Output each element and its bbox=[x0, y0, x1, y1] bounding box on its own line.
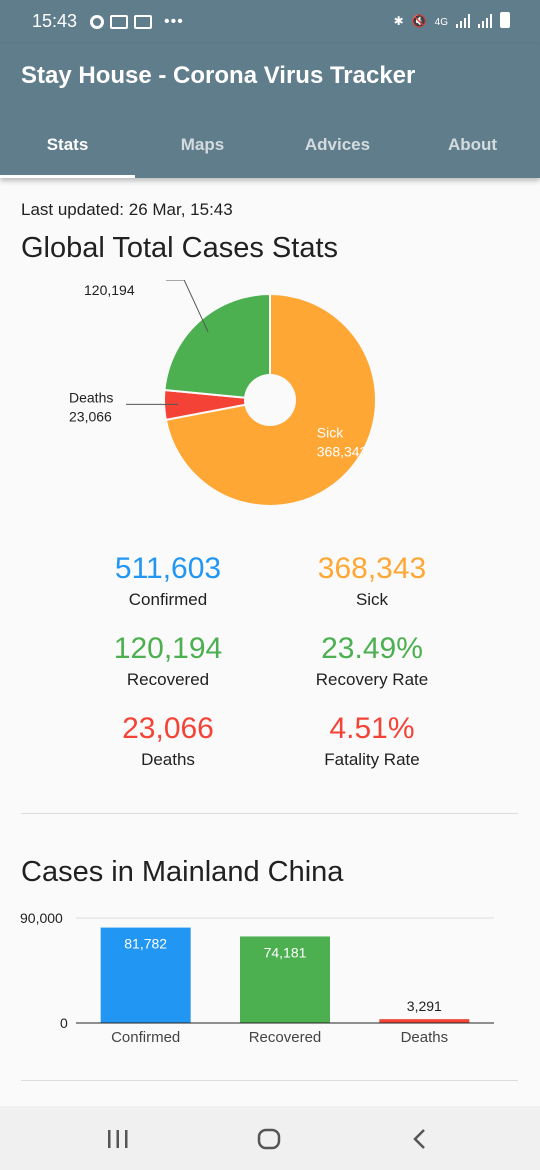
pie-value-deaths: 23,066 bbox=[69, 408, 112, 424]
status-bar: 15:43 ••• ✱ 🔇 4G bbox=[0, 0, 540, 44]
bar-category-recovered: Recovered bbox=[249, 1029, 322, 1046]
stat-confirmed-label: Confirmed bbox=[128, 590, 208, 609]
bar-category-deaths: Deaths bbox=[401, 1029, 449, 1046]
stat-recovery-rate-label: Recovery Rate bbox=[315, 670, 429, 689]
bluetooth-icon: ✱ bbox=[393, 14, 404, 28]
record-icon bbox=[90, 15, 104, 29]
stat-sick: 368,343 Sick bbox=[262, 552, 482, 610]
system-nav-bar bbox=[0, 1106, 540, 1170]
home-button[interactable] bbox=[249, 1124, 289, 1154]
back-button[interactable] bbox=[400, 1124, 440, 1154]
global-heading: Global Total Cases Stats bbox=[21, 232, 339, 264]
network-type: 4G bbox=[434, 17, 448, 28]
stat-deaths-value: 23,066 bbox=[122, 712, 214, 745]
battery-icon bbox=[500, 12, 510, 28]
bar-category-confirmed: Confirmed bbox=[111, 1029, 180, 1046]
bar-deaths[interactable] bbox=[379, 1019, 470, 1023]
mute-icon: 🔇 bbox=[411, 14, 427, 28]
bar-value-recovered: 74,181 bbox=[264, 944, 307, 960]
stat-recovered-value: 120,194 bbox=[113, 632, 223, 665]
pie-leader-recovered bbox=[166, 279, 209, 333]
stat-fatality-rate: 4.51% Fatality Rate bbox=[262, 712, 482, 770]
stat-recovery-rate: 23.49% Recovery Rate bbox=[262, 632, 482, 690]
y-tick-max: 90,000 bbox=[20, 910, 63, 926]
china-bar-chart: 90,000 0 81,782 Confirmed 74,181 Recovered 3,2… bbox=[0, 900, 540, 1060]
stat-confirmed-value: 511,603 bbox=[114, 552, 222, 585]
voicemail-icon bbox=[110, 15, 128, 29]
signal-icon-2 bbox=[478, 12, 492, 28]
app-title: Stay House - Corona Virus Tracker bbox=[21, 62, 416, 89]
signal-icon bbox=[456, 12, 470, 28]
last-updated: Last updated: 26 Mar, 15:43 bbox=[21, 200, 233, 219]
bar-value-confirmed: 81,782 bbox=[124, 936, 167, 952]
pie-hole bbox=[244, 374, 296, 426]
back-icon bbox=[413, 1129, 425, 1149]
bar-confirmed[interactable] bbox=[100, 927, 191, 1023]
recent-apps-icon bbox=[108, 1130, 128, 1148]
stat-recovered-label: Recovered bbox=[126, 670, 210, 689]
tab-about[interactable]: About bbox=[447, 135, 498, 154]
y-tick-zero: 0 bbox=[60, 1015, 68, 1031]
stat-deaths-label: Deaths bbox=[141, 750, 195, 769]
divider bbox=[21, 813, 518, 814]
stat-confirmed: 511,603 Confirmed bbox=[58, 552, 278, 610]
recent-apps-button[interactable] bbox=[98, 1124, 138, 1154]
stat-fatality-rate-value: 4.51% bbox=[329, 712, 415, 745]
stat-deaths: 23,066 Deaths bbox=[58, 712, 278, 770]
stat-sick-label: Sick bbox=[355, 590, 389, 609]
pie-label-deaths: Deaths bbox=[69, 389, 113, 405]
home-icon bbox=[257, 1128, 281, 1150]
divider-bottom bbox=[21, 1080, 518, 1081]
pie-value-recovered: 120,194 bbox=[84, 282, 135, 298]
stat-sick-value: 368,343 bbox=[317, 552, 427, 585]
notification-icons: ••• bbox=[90, 13, 184, 31]
stat-recovery-rate-value: 23.49% bbox=[321, 632, 423, 665]
stat-recovered: 120,194 Recovered bbox=[58, 632, 278, 690]
voicemail-icon-2 bbox=[134, 15, 152, 29]
tab-bar: Stats Maps Advices About bbox=[0, 124, 540, 178]
china-heading: Cases in Mainland China bbox=[21, 856, 344, 888]
pie-value-sick: 368,343 bbox=[317, 444, 368, 460]
app-bar: Stay House - Corona Virus Tracker Stats … bbox=[0, 44, 540, 178]
bar-recovered[interactable] bbox=[240, 936, 330, 1023]
stat-fatality-rate-label: Fatality Rate bbox=[324, 750, 420, 769]
system-icons: ✱ 🔇 4G bbox=[394, 12, 510, 28]
status-time: 15:43 bbox=[32, 11, 78, 31]
tab-stats[interactable]: Stats bbox=[0, 124, 135, 178]
tab-advices[interactable]: Advices bbox=[304, 135, 371, 154]
pie-slice-recovered[interactable] bbox=[163, 292, 271, 402]
pie-label-sick: Sick bbox=[317, 425, 344, 441]
bar-svg: 90,000 0 81,782 Confirmed 74,181 Recovered 3,2… bbox=[20, 910, 494, 1046]
bar-value-deaths: 3,291 bbox=[407, 998, 442, 1014]
tab-maps[interactable]: Maps bbox=[180, 135, 225, 154]
more-notifications-icon: ••• bbox=[164, 13, 184, 30]
